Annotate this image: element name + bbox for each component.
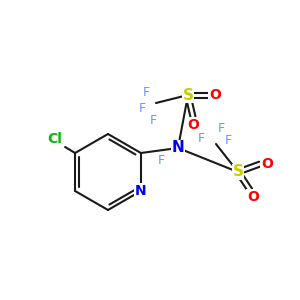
Text: O: O: [247, 190, 259, 204]
Text: F: F: [138, 101, 146, 115]
Text: O: O: [187, 118, 199, 132]
Text: O: O: [209, 88, 221, 102]
Text: F: F: [149, 115, 157, 128]
Text: F: F: [197, 133, 205, 146]
Text: F: F: [142, 86, 150, 100]
Text: F: F: [218, 122, 225, 136]
Text: F: F: [158, 154, 165, 167]
Text: S: S: [182, 88, 194, 103]
Text: N: N: [172, 140, 184, 155]
Text: Cl: Cl: [48, 132, 62, 146]
Text: S: S: [232, 164, 244, 179]
Text: F: F: [224, 134, 232, 148]
Text: N: N: [135, 184, 147, 198]
Text: O: O: [261, 157, 273, 171]
